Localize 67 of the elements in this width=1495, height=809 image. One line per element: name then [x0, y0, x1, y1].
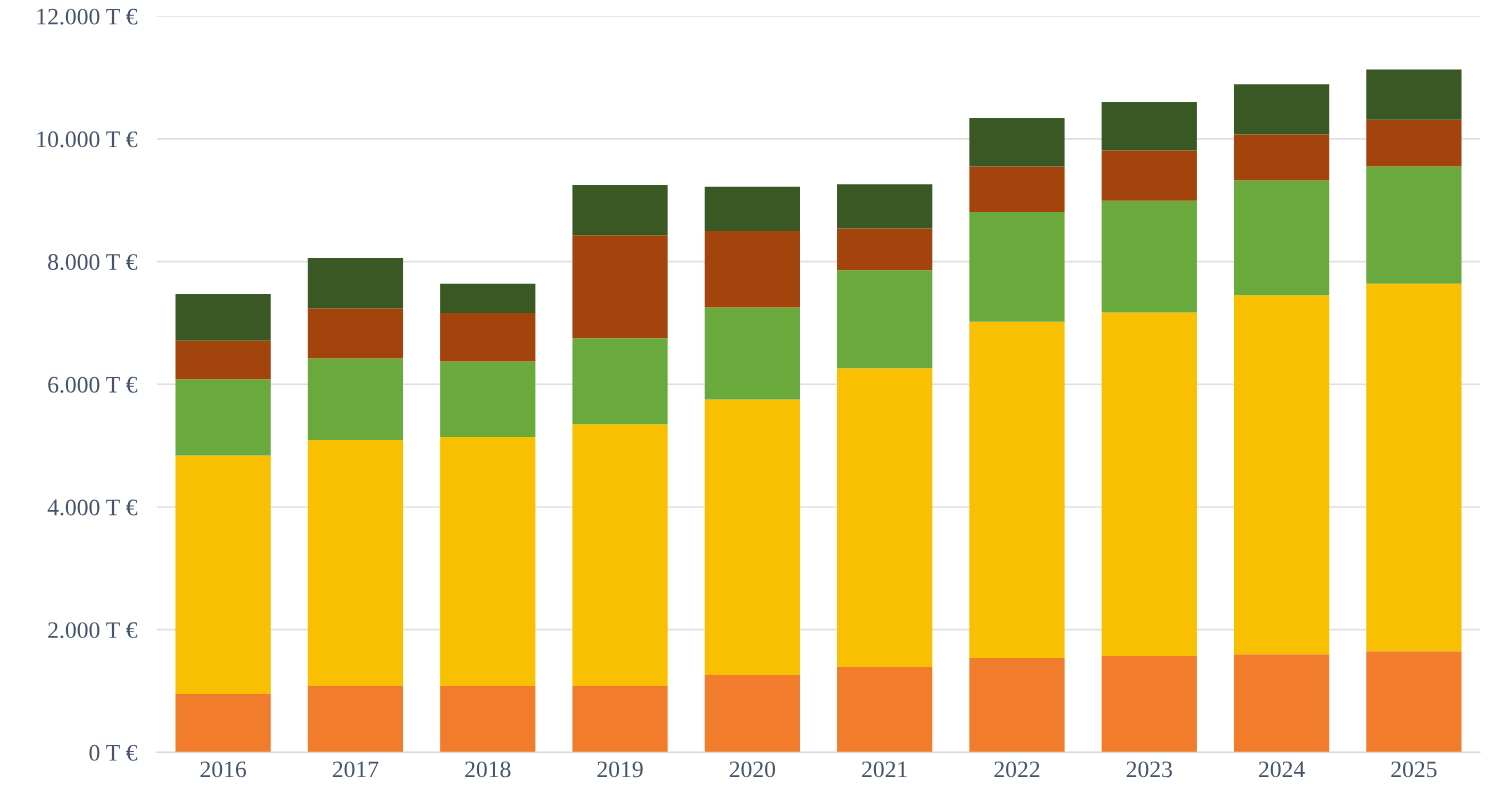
bar	[837, 184, 933, 229]
bar	[1101, 656, 1197, 753]
bar	[307, 358, 404, 441]
bar	[307, 308, 404, 359]
y-tick-label: 10.000 T €	[37, 131, 138, 148]
bar	[1233, 84, 1330, 135]
bar	[1101, 200, 1197, 313]
bar	[440, 686, 536, 753]
bar	[969, 657, 1065, 753]
bar	[1101, 102, 1197, 151]
bar	[837, 270, 933, 369]
x-tick-label: 2020	[729, 761, 776, 778]
bar	[440, 283, 536, 314]
bar	[307, 257, 404, 309]
x-tick-label: 2019	[597, 761, 643, 778]
bar	[1233, 134, 1330, 181]
bar	[1366, 119, 1462, 167]
bar	[1366, 651, 1462, 753]
bar	[440, 361, 536, 438]
bar	[969, 118, 1065, 167]
x-tick-label: 2024	[1259, 761, 1305, 778]
bar	[572, 184, 668, 236]
bar	[1366, 166, 1462, 284]
bar	[572, 686, 668, 753]
bar	[704, 186, 800, 231]
bar	[440, 313, 536, 362]
bar	[969, 166, 1065, 212]
y-tick-label: 8.000 T €	[48, 254, 138, 271]
y-tick-label: 0 T €	[89, 744, 138, 761]
bar	[440, 437, 536, 687]
x-tick-label: 2021	[862, 761, 907, 778]
bar	[704, 230, 800, 308]
bar	[1101, 312, 1197, 657]
x-tick-label: 2016	[200, 761, 247, 778]
bar	[1366, 283, 1462, 652]
x-tick-label: 2017	[332, 761, 379, 778]
x-tick-label: 2018	[465, 761, 511, 778]
bar	[1101, 150, 1197, 201]
bar	[1233, 654, 1330, 753]
bar	[307, 686, 404, 753]
bar	[175, 455, 271, 695]
y-tick-label: 2.000 T €	[48, 622, 138, 639]
bar	[969, 211, 1065, 322]
bar	[175, 340, 271, 380]
bar	[1366, 69, 1462, 120]
x-tick-label: 2022	[994, 761, 1040, 778]
bar	[572, 235, 668, 339]
bar	[175, 379, 271, 456]
bar	[1233, 295, 1330, 655]
bar	[704, 307, 800, 400]
bar	[572, 338, 668, 425]
bar	[175, 294, 271, 341]
bar	[572, 424, 668, 687]
bar	[1233, 180, 1330, 296]
bar	[837, 228, 933, 271]
x-tick-label: 2025	[1391, 761, 1437, 778]
bar	[837, 368, 933, 668]
bar	[969, 321, 1065, 658]
bar	[837, 667, 933, 753]
bar	[704, 399, 800, 676]
bar	[704, 675, 800, 753]
y-tick-label: 4.000 T €	[47, 499, 138, 516]
y-tick-label: 6.000 T €	[48, 376, 138, 393]
y-tick-label: 12.000 T €	[37, 8, 138, 25]
bar	[175, 694, 271, 753]
x-tick-label: 2023	[1126, 761, 1172, 778]
bar	[307, 440, 404, 687]
